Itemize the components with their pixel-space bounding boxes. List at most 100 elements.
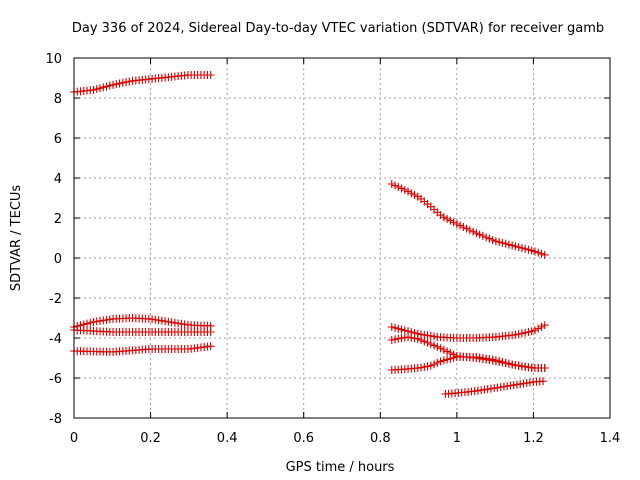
data-point	[394, 324, 403, 333]
data-point	[96, 84, 105, 93]
data-point	[115, 79, 124, 88]
data-point	[443, 214, 452, 223]
data-point	[400, 326, 409, 335]
series-arc-1	[70, 71, 215, 96]
tick-labels: 0 0.2 0.4 0.6 0.8 1 1.2 1.4 -8 -6 -4 -2 0 2 4 6 8 10	[45, 52, 620, 446]
data-point	[420, 363, 429, 371]
x-tick-label: 1.2	[523, 431, 544, 446]
data-point	[527, 327, 536, 336]
data-point	[452, 220, 461, 228]
data-point	[478, 231, 487, 240]
y-tick-label: -2	[49, 292, 62, 307]
plot-frame	[73, 57, 611, 419]
x-axis-label: GPS time / hours	[286, 460, 395, 475]
data-point	[423, 362, 432, 371]
data-point	[404, 333, 413, 342]
data-point	[118, 78, 127, 87]
data-point	[423, 338, 432, 347]
data-point	[387, 336, 396, 344]
data-point	[504, 359, 513, 368]
data-point	[439, 345, 448, 354]
x-tick-label: 0.2	[140, 431, 161, 446]
y-tick-label: -4	[49, 332, 62, 347]
data-point	[508, 360, 517, 369]
data-point	[420, 337, 429, 346]
data-point	[417, 336, 426, 345]
series-arc-9	[441, 377, 547, 398]
data-point	[387, 180, 396, 188]
data-point	[491, 356, 500, 365]
data-point	[92, 85, 101, 94]
data-point	[439, 356, 448, 365]
data-point	[397, 334, 406, 343]
data-point	[475, 230, 484, 239]
data-point	[89, 85, 98, 94]
data-point	[105, 81, 114, 90]
data-point	[521, 328, 530, 337]
data-point	[433, 358, 442, 367]
data-point	[527, 246, 536, 255]
x-tick-label: 0.6	[293, 431, 314, 446]
data-point	[501, 239, 510, 248]
data-point	[430, 341, 439, 350]
data-point	[410, 190, 419, 199]
data-point	[449, 218, 458, 227]
chart-title: Day 336 of 2024, Sidereal Day-to-day VTE…	[72, 21, 604, 36]
x-tick-label: 1.4	[600, 431, 621, 446]
y-tick-label: 4	[54, 172, 62, 187]
data-point	[86, 318, 95, 327]
series-arc-4	[70, 342, 215, 356]
data-point	[449, 353, 458, 362]
series-arc-6	[387, 321, 549, 342]
data-point	[446, 216, 455, 225]
y-tick-label: 0	[54, 252, 62, 267]
data-point	[472, 229, 481, 238]
data-point	[446, 354, 455, 363]
y-tick-label: -8	[49, 412, 62, 427]
data-point	[534, 248, 543, 257]
axis-ticks	[73, 57, 611, 419]
data-point	[407, 189, 416, 198]
data-point	[514, 330, 523, 339]
data-point	[391, 323, 400, 332]
data-point	[125, 77, 134, 86]
data-point	[394, 182, 403, 191]
data-point	[511, 242, 520, 251]
data-point	[112, 80, 121, 89]
data-point	[517, 244, 526, 252]
data-point	[122, 78, 131, 87]
data-point	[488, 355, 497, 364]
data-point	[508, 241, 517, 250]
data-point	[413, 334, 422, 343]
data-point	[436, 211, 445, 220]
data-point	[206, 71, 215, 79]
data-points	[70, 71, 549, 398]
series-arc-5	[387, 180, 549, 259]
y-tick-label: -6	[49, 372, 62, 387]
data-point	[498, 357, 507, 366]
data-point	[443, 347, 452, 356]
data-point	[433, 342, 442, 351]
data-point	[485, 234, 494, 243]
data-point	[540, 250, 549, 259]
x-tick-label: 0	[70, 431, 78, 446]
data-point	[102, 82, 111, 91]
data-point	[426, 340, 435, 349]
series-arc-2	[70, 314, 215, 331]
data-point	[491, 237, 500, 246]
y-tick-label: 10	[45, 52, 62, 67]
data-point	[391, 335, 400, 344]
data-point	[436, 357, 445, 366]
data-point	[400, 185, 409, 194]
x-tick-label: 0.8	[370, 431, 391, 446]
x-tick-label: 0.4	[217, 431, 238, 446]
data-point	[534, 324, 543, 333]
data-point	[495, 357, 504, 366]
data-point	[495, 238, 504, 247]
data-point	[410, 334, 419, 343]
data-point	[462, 224, 471, 233]
data-point	[99, 83, 108, 92]
y-tick-label: 8	[54, 92, 62, 107]
data-point	[540, 364, 549, 372]
